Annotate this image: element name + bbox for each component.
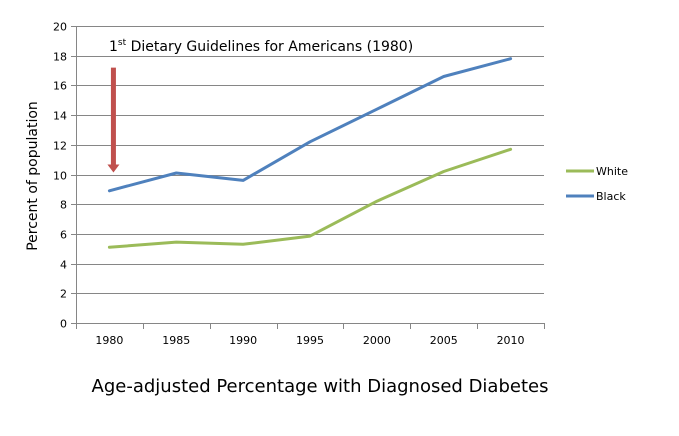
gridlines <box>71 26 544 324</box>
annotation-text: 1st Dietary Guidelines for Americans (19… <box>109 38 413 55</box>
series-lines <box>107 57 513 249</box>
arrow-head <box>107 164 120 173</box>
annotation-superscript: st <box>118 38 127 48</box>
x-tick-label: 2010 <box>497 334 525 347</box>
annotation-main: Dietary Guidelines for Americans (1980) <box>126 39 413 55</box>
x-tick-label: 2000 <box>363 334 391 347</box>
series-line-black <box>107 57 513 193</box>
legend-label: Black <box>596 190 626 203</box>
y-tick-label: 14 <box>53 110 67 123</box>
y-tick-label: 4 <box>60 259 67 272</box>
legend-item-white: White <box>566 165 628 178</box>
annotation-prefix: 1 <box>109 39 118 55</box>
y-axis-title: Percent of population <box>25 101 41 251</box>
y-tick-label: 0 <box>60 318 67 331</box>
series-line-white <box>107 147 513 249</box>
y-tick-label: 16 <box>53 80 67 93</box>
y-tick-label: 2 <box>60 288 67 301</box>
legend: White Black <box>566 165 628 203</box>
axes <box>76 26 545 329</box>
legend-label: White <box>596 165 628 178</box>
y-tick-label: 10 <box>53 170 67 183</box>
y-tick-label: 18 <box>53 51 67 64</box>
legend-item-black: Black <box>566 190 626 203</box>
annotation-arrow-icon <box>107 67 120 173</box>
x-tick-label: 2005 <box>430 334 458 347</box>
y-tick-label: 20 <box>53 21 67 34</box>
chart-title: Age-adjusted Percentage with Diagnosed D… <box>92 376 549 397</box>
x-tick-label: 1990 <box>229 334 257 347</box>
y-tick-labels: 0 2 4 6 8 10 12 14 16 18 20 <box>53 21 67 331</box>
y-tick-label: 12 <box>53 140 67 153</box>
y-tick-label: 6 <box>60 229 67 242</box>
x-tick-labels: 1980 1985 1990 1995 2000 2005 2010 <box>95 334 524 347</box>
x-tick-label: 1985 <box>162 334 190 347</box>
x-tick-label: 1995 <box>296 334 324 347</box>
y-tick-label: 8 <box>60 199 67 212</box>
x-tick-label: 1980 <box>95 334 123 347</box>
